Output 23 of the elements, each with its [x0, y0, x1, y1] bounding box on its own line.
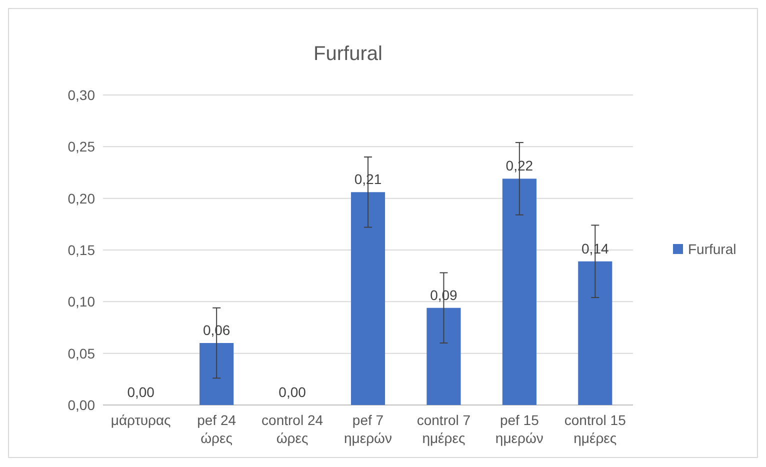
y-tick-label: 0,25: [68, 138, 96, 155]
y-tick-label: 0,00: [68, 397, 96, 413]
x-tick-label: pef 24 ώρες: [197, 412, 236, 446]
x-tick-label: μάρτυρας: [110, 412, 172, 428]
x-tick-label: control 7 ημέρες: [416, 412, 471, 446]
x-tick-label: pef 7 ημερών: [344, 412, 392, 446]
chart-title: Furfural: [314, 43, 382, 65]
x-tick-label: control 24 ώρες: [262, 412, 324, 446]
bar: [502, 178, 536, 405]
y-tick-label: 0,15: [68, 242, 96, 258]
y-tick-label: 0,20: [68, 190, 96, 206]
bar: [200, 343, 234, 405]
legend-label: Furfural: [688, 241, 736, 257]
y-tick-label: 0,30: [68, 87, 96, 103]
bar: [426, 308, 461, 405]
y-tick-label: 0,10: [68, 294, 96, 310]
data-label: 0,00: [278, 384, 306, 400]
data-label: 0,00: [127, 384, 155, 400]
bar: [578, 261, 612, 405]
bar: [350, 192, 386, 405]
x-tick-label: control 15 ημέρες: [564, 412, 626, 446]
x-tick-label: pef 15 ημερών: [495, 412, 544, 446]
y-tick-label: 0,05: [68, 345, 96, 362]
